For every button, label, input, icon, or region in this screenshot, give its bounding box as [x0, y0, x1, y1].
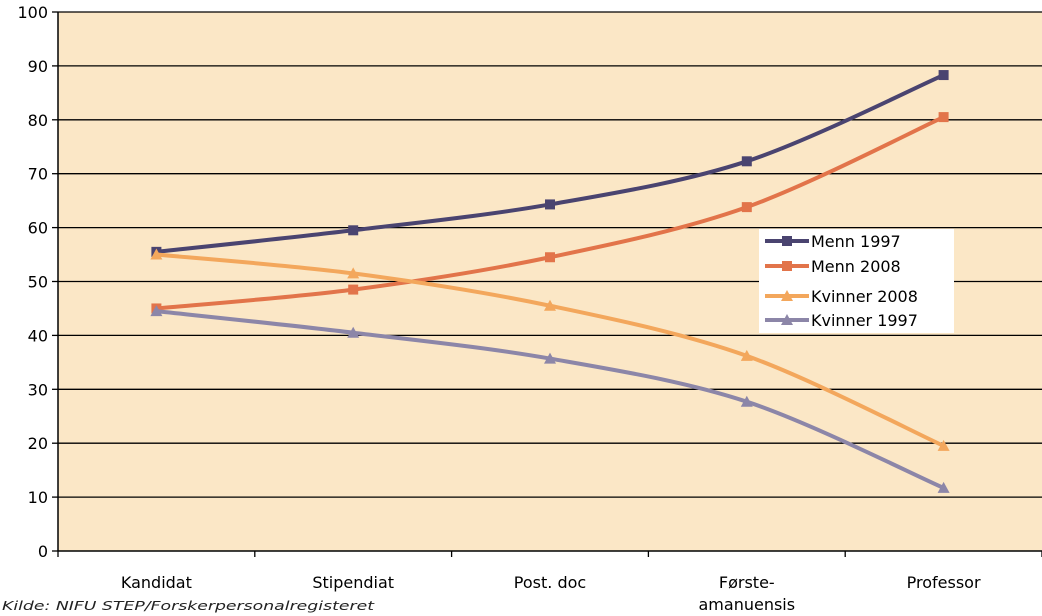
series-kvinner-1997: [150, 305, 950, 493]
y-tick-label: 50: [28, 273, 48, 292]
data-point: [347, 326, 360, 338]
data-point: [741, 202, 752, 213]
series-group: [150, 70, 950, 493]
legend-label: Kvinner 2008: [811, 287, 918, 306]
legend-swatch-marker: [781, 290, 793, 301]
x-tick-label: Kandidat: [121, 573, 192, 592]
y-tick-label: 30: [28, 380, 48, 399]
series-kvinner-2008: [150, 248, 950, 451]
x-tick-label: Professor: [907, 573, 981, 592]
data-point: [347, 267, 360, 279]
y-tick-label: 0: [38, 542, 48, 561]
legend-label: Kvinner 1997: [811, 311, 918, 330]
data-point: [348, 225, 359, 236]
data-point: [545, 252, 555, 263]
x-tick-label: Første-amanuensis: [699, 573, 796, 614]
data-point: [937, 481, 950, 493]
source-note: Kilde: NIFU STEP/Forskerpersonalregister…: [2, 599, 376, 613]
gridlines: [58, 11, 1042, 498]
y-tick-label: 10: [28, 488, 48, 507]
data-point: [937, 439, 950, 451]
legend-swatch-marker: [782, 236, 792, 246]
data-point: [348, 284, 359, 295]
legend-label: Menn 1997: [811, 232, 901, 251]
legend-swatch-marker: [781, 314, 793, 325]
y-tick-label: 90: [28, 57, 48, 76]
data-point: [938, 112, 949, 123]
x-tick-label: Post. doc: [514, 573, 586, 592]
y-tick-label: 60: [28, 219, 48, 238]
x-tick-label: Stipendiat: [312, 573, 394, 592]
data-point: [544, 352, 556, 364]
y-tick-label: 20: [28, 434, 48, 453]
y-tick-label: 80: [28, 111, 48, 130]
legend: Menn 1997 Menn 2008 Kvinner 2008 Kvinner 19…: [759, 229, 954, 333]
legend-box: [759, 229, 954, 333]
y-axis: 0 10 20 30 40 50 60 70 80 90 100: [17, 3, 59, 561]
data-point: [741, 156, 752, 167]
y-tick-label: 70: [28, 165, 48, 184]
data-point: [545, 199, 555, 210]
data-point: [938, 70, 949, 81]
legend-swatch-marker: [782, 261, 792, 271]
y-tick-label: 100: [17, 3, 48, 22]
data-point: [740, 395, 753, 407]
data-point: [150, 248, 163, 260]
data-point: [150, 305, 163, 317]
legend-label: Menn 2008: [811, 257, 901, 276]
x-axis: Kandidat Stipendiat Post. doc Første-amanue…: [57, 550, 1042, 614]
y-tick-label: 40: [28, 326, 48, 345]
data-point: [544, 299, 556, 311]
data-point: [740, 349, 753, 361]
